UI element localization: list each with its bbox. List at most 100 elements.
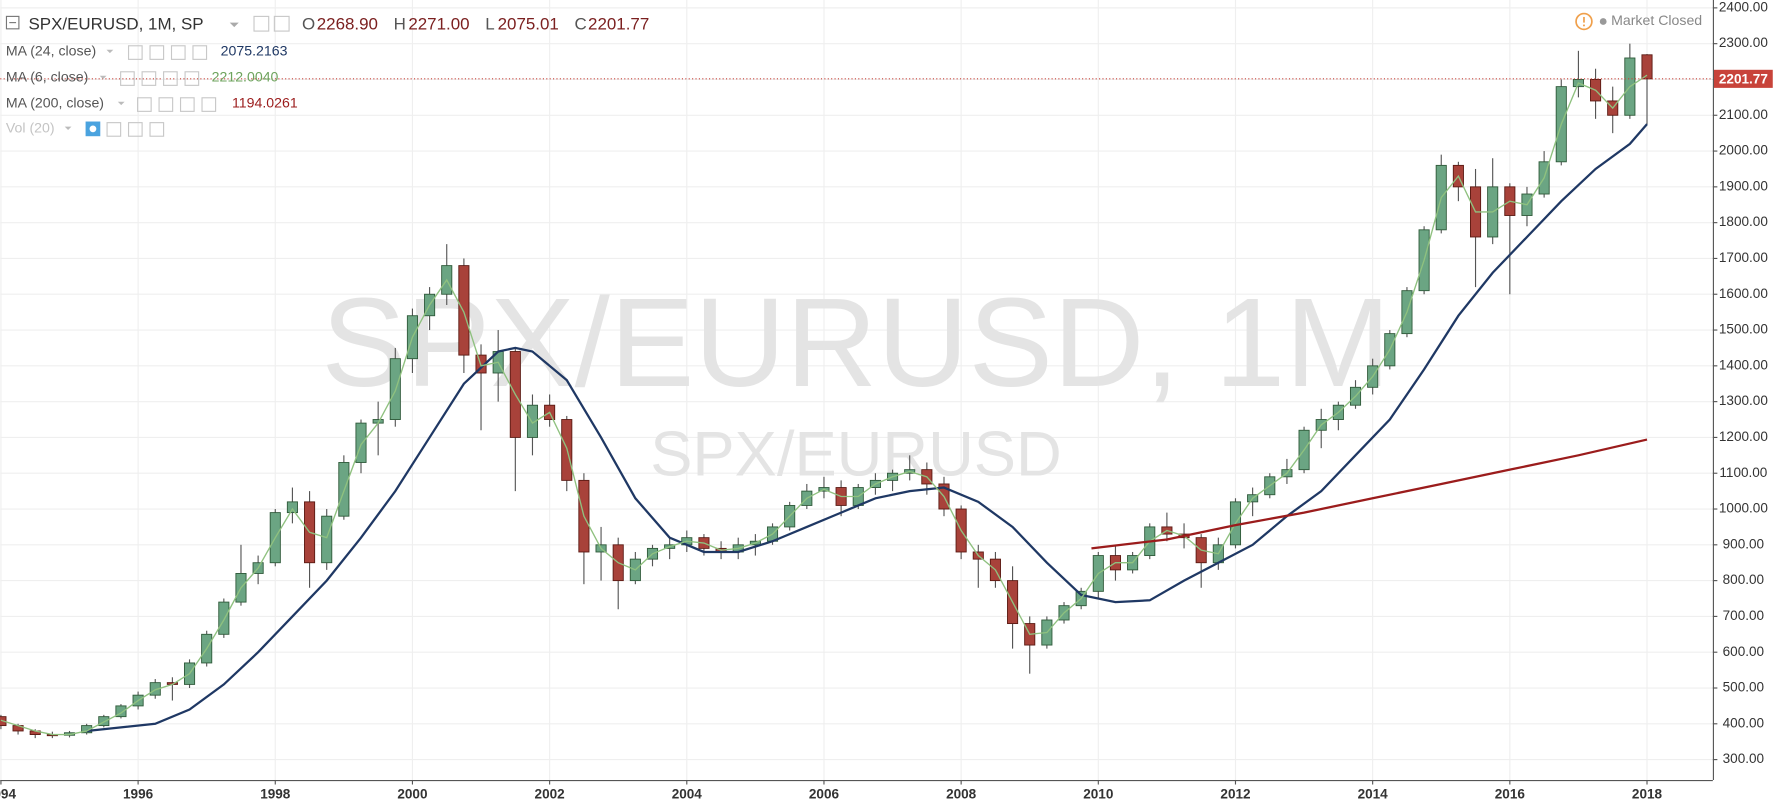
y-tick-label: 2100.00	[1719, 107, 1768, 122]
market-status: Market Closed	[1611, 12, 1702, 28]
ohlc-key: L	[485, 14, 494, 33]
y-tick-label: 1400.00	[1719, 357, 1768, 372]
legend-entry: MA (24, close)	[6, 43, 96, 59]
y-tick-label: 1800.00	[1719, 214, 1768, 229]
icon[interactable]	[158, 97, 174, 112]
collapse-button[interactable]	[5, 15, 20, 30]
settings-icon[interactable]	[273, 15, 290, 32]
last-price-tag	[1713, 69, 1773, 88]
legend-dropdown[interactable]	[106, 49, 114, 54]
y-tick-label: 2300.00	[1719, 35, 1768, 50]
y-tick-label: 2400.00	[1719, 0, 1768, 14]
legend-value: 2075.2163	[221, 43, 288, 59]
legend-value: 1194.0261	[232, 95, 298, 111]
ma-line	[86, 123, 1648, 733]
candle-body	[218, 601, 230, 635]
candle-body	[286, 501, 298, 514]
watermark: SPX/EURUSD, 1M	[321, 271, 1390, 413]
candle-body	[115, 705, 127, 718]
x-tick-label: 2006	[809, 786, 840, 801]
last-price-label: 2201.77	[1719, 72, 1768, 87]
icon[interactable]	[137, 97, 152, 112]
eye-pupil	[89, 125, 97, 133]
y-tick-label: 1700.00	[1719, 250, 1768, 265]
y-tick-label: 400.00	[1723, 715, 1764, 730]
y-tick-label: 800.00	[1723, 572, 1764, 587]
icon[interactable]	[192, 45, 208, 60]
candle-body	[321, 515, 333, 564]
x-tick-label: 2012	[1220, 786, 1250, 801]
legend-entry: MA (6, close)	[6, 69, 88, 85]
ohlc-value: 2201.77	[588, 14, 649, 33]
icon[interactable]	[106, 122, 122, 137]
icon[interactable]	[120, 71, 135, 86]
legend-entry: Vol (20)	[6, 120, 55, 136]
icon[interactable]	[149, 45, 165, 60]
legend-icons	[120, 71, 200, 86]
y-tick-label: 1200.00	[1719, 429, 1768, 444]
plot-area	[0, 43, 1713, 739]
x-tick-label: 2000	[397, 786, 427, 801]
y-tick-label: 1900.00	[1719, 178, 1768, 193]
x-tick-label: 2002	[535, 786, 565, 801]
candle-body	[1641, 54, 1653, 80]
ohlc-value: 2075.01	[498, 14, 559, 33]
legend-dropdown[interactable]	[117, 101, 125, 106]
candle-body	[458, 265, 470, 356]
x-tick-label: 2010	[1083, 786, 1113, 801]
icon[interactable]	[141, 71, 157, 86]
y-tick-label: 1100.00	[1719, 465, 1767, 480]
ohlc-key: O	[302, 14, 315, 33]
legend-dropdown[interactable]	[64, 126, 72, 130]
grid	[0, 0, 1713, 780]
x-tick-label: 2018	[1632, 786, 1663, 801]
ohlc-key: H	[394, 14, 406, 33]
y-tick-label: 600.00	[1723, 644, 1764, 659]
icon[interactable]	[127, 45, 143, 60]
ohlc-value: 2271.00	[408, 14, 469, 33]
icon[interactable]	[184, 71, 200, 86]
ma-line	[1091, 438, 1648, 550]
x-tick-label: 2014	[1358, 786, 1389, 801]
legend-icons	[127, 45, 208, 60]
x-tick-label: 1998	[260, 786, 291, 801]
legend-entry: MA (200, close)	[6, 95, 104, 111]
x-tick-label: 2016	[1495, 786, 1526, 801]
candle-body	[81, 725, 93, 734]
alert-icon[interactable]	[1575, 12, 1593, 31]
y-tick-label: 1300.00	[1719, 393, 1768, 408]
icon[interactable]	[179, 97, 195, 112]
y-tick-label: 1000.00	[1719, 501, 1768, 516]
alert-dot	[1582, 24, 1585, 27]
x-tick-label: 1994	[0, 786, 16, 801]
candle-body	[355, 422, 367, 463]
icon[interactable]	[201, 97, 217, 112]
x-tick-label: 1996	[123, 786, 154, 801]
candle-body	[98, 716, 110, 727]
eye-icon[interactable]	[253, 15, 270, 32]
y-tick-label: 1500.00	[1719, 322, 1768, 337]
symbol-title: SPX/EURUSD, 1M, SP	[29, 14, 204, 33]
ma-line	[0, 74, 1648, 736]
icon[interactable]	[149, 122, 165, 137]
x-tick-label: 2004	[672, 786, 703, 801]
ohlc-key: C	[575, 14, 587, 33]
y-tick-label: 700.00	[1723, 608, 1764, 623]
legend-dropdown[interactable]	[99, 75, 107, 80]
y-tick-label: 1600.00	[1719, 286, 1768, 301]
y-tick-label: 2000.00	[1719, 143, 1768, 158]
candle-body	[526, 404, 539, 438]
symbol-dropdown[interactable]	[229, 22, 239, 28]
icon[interactable]	[170, 45, 186, 60]
y-tick-label: 900.00	[1723, 536, 1764, 551]
ohlc-value: 2268.90	[317, 14, 378, 33]
icon[interactable]	[127, 122, 143, 137]
legend-icons	[137, 97, 217, 112]
icon[interactable]	[163, 71, 178, 86]
status-dot	[1599, 18, 1607, 25]
legend-value: 2212.0040	[212, 69, 279, 85]
y-tick-label: 500.00	[1723, 680, 1764, 695]
